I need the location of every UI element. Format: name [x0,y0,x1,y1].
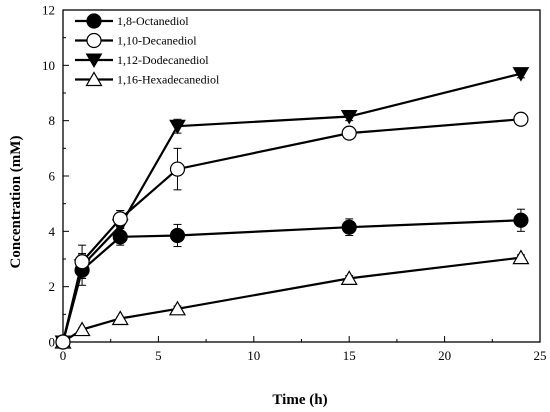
data-point [112,211,128,227]
x-tick-label: 5 [155,348,162,363]
x-tick-label: 20 [438,348,451,363]
series-4 [54,249,530,349]
legend-entry: 1,16-Hexadecanediol [75,71,220,87]
y-tick-label: 0 [49,335,56,350]
x-axis-label: Time (h) [272,392,327,408]
data-point [168,300,187,316]
x-tick-label: 0 [60,348,67,363]
data-point [169,119,186,135]
series-1 [55,208,529,350]
legend-label: 1,10-Decanediol [117,34,197,48]
data-point [111,310,129,326]
y-tick-label: 2 [49,279,56,294]
data-point [512,67,530,82]
y-tick-label: 8 [49,113,56,128]
y-tick-label: 4 [49,224,56,239]
data-point [74,254,90,270]
legend-marker [86,13,102,29]
series-line [61,219,521,343]
series-2 [55,111,529,350]
data-point [341,219,357,235]
legend-marker [85,71,103,87]
data-point [340,110,358,125]
legend-label: 1,8-Octanediol [117,14,189,28]
x-tick-label: 25 [534,348,547,363]
data-point [340,270,358,285]
data-point [513,212,529,228]
y-axis: 0 2 4 6 8 10 12 [42,3,69,350]
legend-entry: 1,8-Octanediol [75,13,189,29]
y-tick-label: 12 [42,3,55,18]
x-tick-label: 10 [247,348,260,363]
legend-entry: 1,10-Decanediol [75,32,197,49]
data-point [169,227,186,244]
x-tick-label: 15 [343,348,356,363]
legend-marker [85,53,103,69]
legend: 1,8-Octanediol 1,10-Decanediol 1,12-Dodeca… [75,13,220,87]
data-point [512,249,530,265]
y-tick-label: 6 [49,169,56,184]
data-point [55,334,71,350]
data-point [73,321,91,337]
data-point [341,125,357,141]
series-3 [54,67,530,351]
series-line [62,256,522,343]
legend-entry: 1,12-Dodecanediol [75,53,209,69]
legend-label: 1,16-Hexadecanediol [117,73,220,87]
series-layer [54,67,530,351]
y-tick-label: 10 [42,58,55,73]
legend-marker [86,32,102,49]
data-point [169,161,186,177]
y-axis-label: Concentration (mM) [8,136,24,269]
series-line [61,118,522,343]
legend-label: 1,12-Dodecanediol [117,53,209,67]
data-point [513,111,529,127]
x-axis: 0 5 10 15 20 25 [60,336,547,363]
